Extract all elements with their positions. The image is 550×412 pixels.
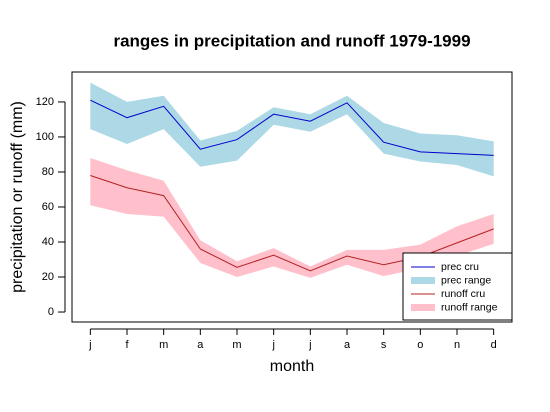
x-tick-label: a: [197, 339, 204, 351]
x-tick-label: j: [271, 339, 274, 351]
x-tick-label: f: [125, 339, 129, 351]
x-tick-label: m: [159, 339, 168, 351]
legend-label: prec cru: [441, 261, 479, 273]
x-tick-label: d: [491, 339, 497, 351]
y-tick-label: 40: [42, 236, 54, 248]
x-tick-label: a: [344, 339, 351, 351]
y-tick-label: 60: [42, 201, 54, 213]
x-tick-label: m: [232, 339, 241, 351]
chart-title: ranges in precipitation and runoff 1979-…: [113, 31, 470, 50]
x-tick-label: o: [417, 339, 423, 351]
x-tick-label: j: [88, 339, 91, 351]
y-tick-label: 80: [42, 166, 54, 178]
x-tick-label: j: [308, 339, 311, 351]
y-tick-label: 20: [42, 271, 54, 283]
x-tick-label: s: [381, 339, 387, 351]
line: [90, 99, 494, 156]
legend-label: runoff cru: [441, 288, 485, 300]
x-tick-label: n: [454, 339, 460, 351]
y-tick-label: 0: [48, 306, 54, 318]
y-tick-label: 100: [36, 131, 54, 143]
plot-frame: [71, 71, 513, 323]
legend-label: prec range: [441, 274, 491, 286]
y-tick-label: 120: [36, 96, 54, 108]
x-axis-label: month: [270, 358, 314, 375]
range-band: [90, 82, 494, 177]
legend-label: runoff range: [441, 301, 498, 313]
range-band: [90, 157, 494, 278]
y-axis-label: precipitation or runoff (mm): [9, 101, 26, 293]
